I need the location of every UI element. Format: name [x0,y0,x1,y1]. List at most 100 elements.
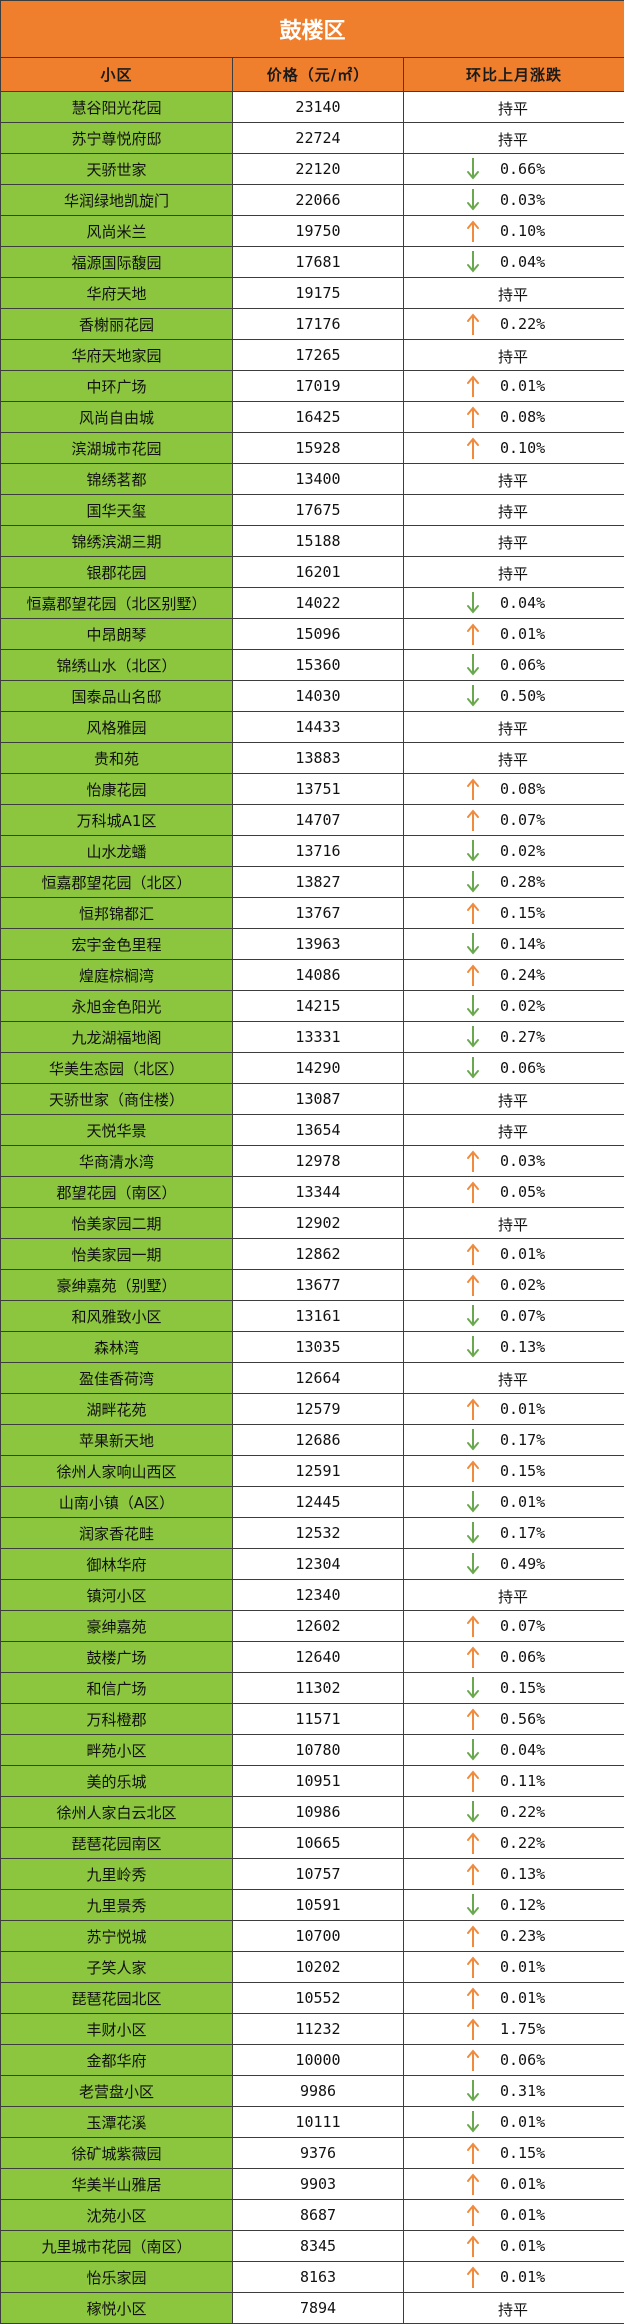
arrow-down-icon [466,590,480,616]
community-name: 煌庭棕榈湾 [1,960,233,991]
arrow-down-icon [466,1520,480,1546]
change-flat-label: 持平 [498,129,528,150]
change-value: 0.06% [500,1059,545,1077]
price-value: 10665 [233,1828,404,1859]
change-value: 0.17% [500,1524,545,1542]
change-value: 0.08% [500,780,545,798]
change-value: 0.04% [500,1741,545,1759]
community-name: 华商清水湾 [1,1146,233,1177]
header-name: 小区 [1,58,233,92]
community-name: 玉潭花溪 [1,2107,233,2138]
price-value: 12664 [233,1363,404,1394]
price-value: 14433 [233,712,404,743]
community-name: 中环广场 [1,371,233,402]
price-value: 10951 [233,1766,404,1797]
arrow-up-icon [466,2047,480,2073]
price-value: 9986 [233,2076,404,2107]
change-value: 0.01% [500,2175,545,2193]
change-cell: 0.04% [404,588,624,619]
change-value: 0.01% [500,1400,545,1418]
change-cell: 0.07% [404,1611,624,1642]
change-cell: 持平 [404,1084,624,1115]
arrow-down-icon [466,1799,480,1825]
price-value: 17681 [233,247,404,278]
change-cell: 0.22% [404,309,624,340]
change-value: 0.01% [500,1245,545,1263]
community-name: 宏宇金色里程 [1,929,233,960]
price-value: 15928 [233,433,404,464]
change-value: 0.15% [500,2144,545,2162]
community-name: 苏宁尊悦府邸 [1,123,233,154]
price-value: 16425 [233,402,404,433]
change-value: 0.22% [500,1803,545,1821]
change-cell: 0.24% [404,960,624,991]
change-cell: 持平 [404,2293,624,2324]
price-value: 13716 [233,836,404,867]
price-value: 8687 [233,2200,404,2231]
arrow-down-icon [466,1551,480,1577]
change-cell: 0.02% [404,836,624,867]
arrow-up-icon [466,1458,480,1484]
change-value: 0.12% [500,1896,545,1914]
arrow-up-icon [466,2016,480,2042]
community-name: 恒邦锦都汇 [1,898,233,929]
community-name: 美的乐城 [1,1766,233,1797]
arrow-up-icon [466,1923,480,1949]
arrow-down-icon [466,1892,480,1918]
arrow-down-icon [466,869,480,895]
price-value: 12532 [233,1518,404,1549]
change-flat-label: 持平 [498,284,528,305]
community-name: 老营盘小区 [1,2076,233,2107]
change-flat-label: 持平 [498,563,528,584]
change-cell: 0.50% [404,681,624,712]
community-name: 怡康花园 [1,774,233,805]
community-name: 稼悦小区 [1,2293,233,2324]
change-value: 0.01% [500,2206,545,2224]
change-value: 0.10% [500,439,545,457]
price-value: 8345 [233,2231,404,2262]
change-cell: 0.31% [404,2076,624,2107]
change-value: 0.11% [500,1772,545,1790]
header-price: 价格（元/㎡） [233,58,404,92]
change-cell: 0.27% [404,1022,624,1053]
change-cell: 0.04% [404,247,624,278]
arrow-down-icon [466,993,480,1019]
community-name: 子笑人家 [1,1952,233,1983]
change-value: 0.01% [500,2237,545,2255]
change-value: 0.13% [500,1865,545,1883]
price-value: 10700 [233,1921,404,1952]
community-name: 锦绣山水（北区） [1,650,233,681]
price-value: 10591 [233,1890,404,1921]
price-value: 9376 [233,2138,404,2169]
arrow-down-icon [466,683,480,709]
header-row: 小区 价格（元/㎡） 环比上月涨跌 [1,58,624,92]
community-name: 镇河小区 [1,1580,233,1611]
community-name: 盈佳香荷湾 [1,1363,233,1394]
community-name: 九龙湖福地阁 [1,1022,233,1053]
change-cell: 0.23% [404,1921,624,1952]
arrow-up-icon [466,776,480,802]
arrow-down-icon [466,1055,480,1081]
change-value: 0.04% [500,253,545,271]
arrow-up-icon [466,435,480,461]
price-value: 10780 [233,1735,404,1766]
